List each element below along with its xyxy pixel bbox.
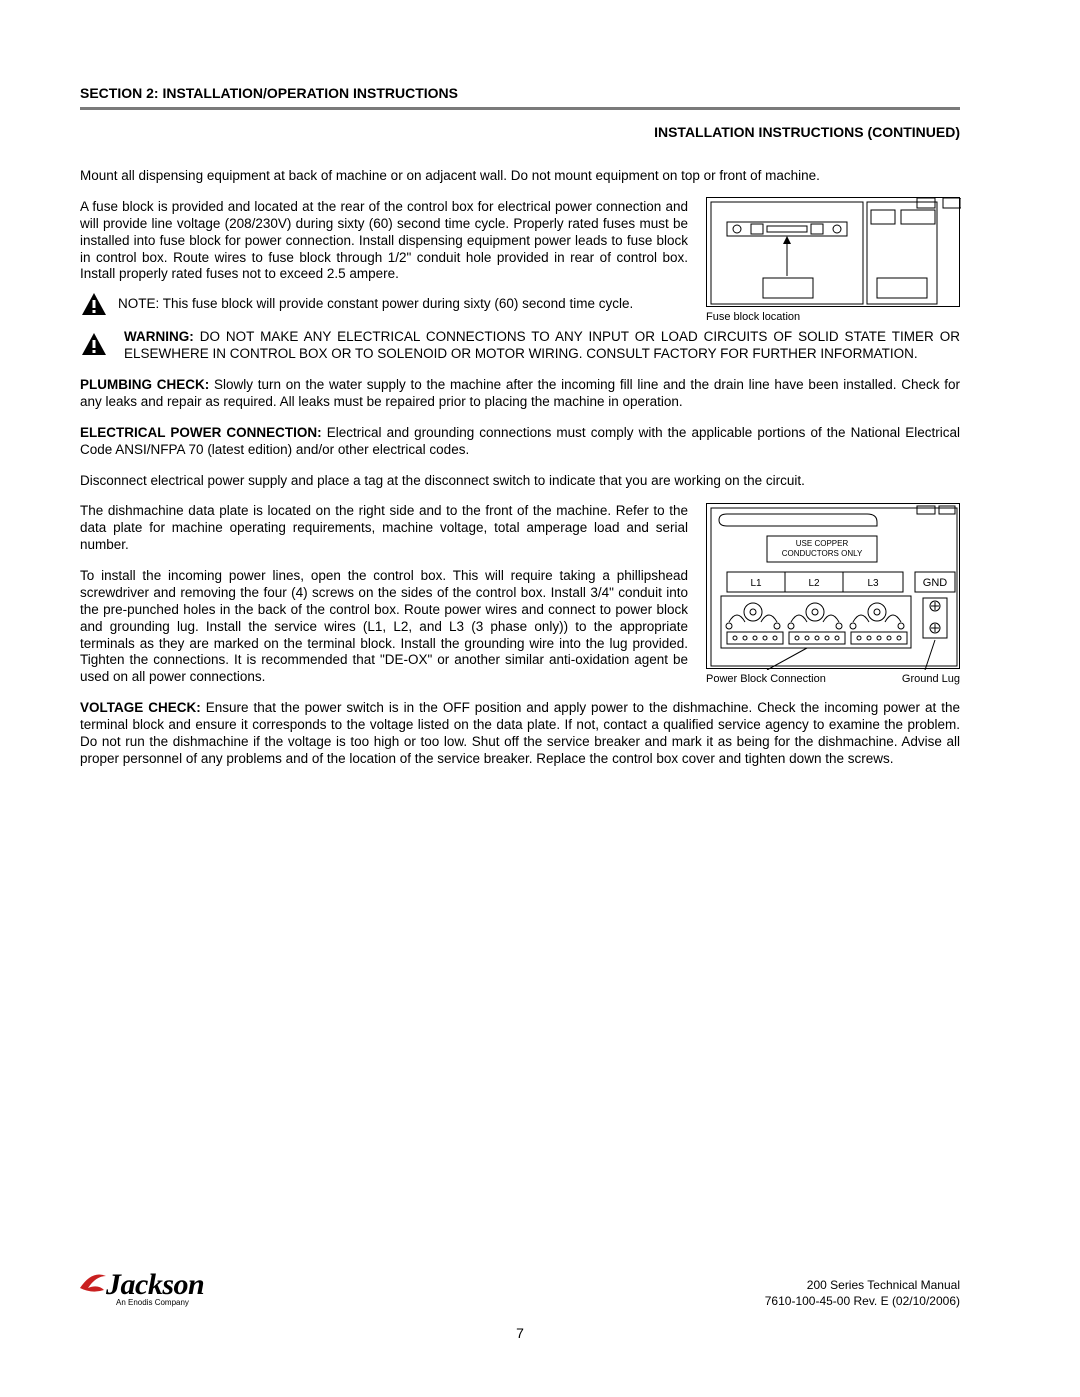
- fuse-block-diagram: [706, 197, 960, 307]
- svg-text:L3: L3: [867, 578, 879, 589]
- warning-block: WARNING: DO NOT MAKE ANY ELECTRICAL CONN…: [80, 329, 960, 363]
- figure-1-caption: Fuse block location: [706, 311, 960, 323]
- power-block-diagram: USE COPPER CONDUCTORS ONLY L1 L2 L3 GND: [706, 503, 960, 669]
- footer-manual-info: 200 Series Technical Manual 7610-100-45-…: [765, 1278, 960, 1309]
- plumbing-body: Slowly turn on the water supply to the m…: [80, 377, 960, 409]
- manual-line-2: 7610-100-45-00 Rev. E (02/10/2006): [765, 1294, 960, 1310]
- install-power-paragraph: To install the incoming power lines, ope…: [80, 568, 688, 686]
- warning-body: DO NOT MAKE ANY ELECTRICAL CONNECTIONS T…: [124, 329, 960, 361]
- mount-paragraph: Mount all dispensing equipment at back o…: [80, 168, 960, 185]
- fuse-block-section: A fuse block is provided and located at …: [80, 199, 960, 317]
- warning-text: WARNING: DO NOT MAKE ANY ELECTRICAL CONN…: [124, 329, 960, 363]
- fuse-block-paragraph: A fuse block is provided and located at …: [80, 199, 688, 283]
- figure-2: USE COPPER CONDUCTORS ONLY L1 L2 L3 GND: [706, 503, 960, 685]
- svg-text:USE COPPER: USE COPPER: [796, 539, 849, 548]
- voltage-lead: VOLTAGE CHECK:: [80, 700, 201, 715]
- svg-text:L1: L1: [750, 578, 762, 589]
- warning-icon: [80, 291, 108, 317]
- figure-1: Fuse block location: [706, 197, 960, 323]
- voltage-paragraph: VOLTAGE CHECK: Ensure that the power swi…: [80, 700, 960, 768]
- page-footer: Jackson An Enodis Company 200 Series Tec…: [80, 1268, 960, 1307]
- section-title: SECTION 2: INSTALLATION/OPERATION INSTRU…: [80, 85, 960, 101]
- warning-lead: WARNING:: [124, 329, 194, 344]
- svg-text:GND: GND: [923, 577, 948, 589]
- svg-text:CONDUCTORS ONLY: CONDUCTORS ONLY: [782, 549, 863, 558]
- subtitle: INSTALLATION INSTRUCTIONS (CONTINUED): [80, 124, 960, 140]
- manual-line-1: 200 Series Technical Manual: [765, 1278, 960, 1294]
- plumbing-paragraph: PLUMBING CHECK: Slowly turn on the water…: [80, 377, 960, 411]
- warning-icon: [80, 331, 108, 357]
- voltage-body: Ensure that the power switch is in the O…: [80, 700, 960, 766]
- dataplate-paragraph: The dishmachine data plate is located on…: [80, 503, 688, 554]
- page-number: 7: [80, 1325, 960, 1341]
- header-divider: [80, 107, 960, 110]
- electrical-paragraph: ELECTRICAL POWER CONNECTION: Electrical …: [80, 425, 960, 459]
- note-row: NOTE: This fuse block will provide const…: [80, 291, 688, 317]
- electrical-lead: ELECTRICAL POWER CONNECTION:: [80, 425, 322, 440]
- page-content: SECTION 2: INSTALLATION/OPERATION INSTRU…: [80, 85, 960, 782]
- disconnect-paragraph: Disconnect electrical power supply and p…: [80, 473, 960, 490]
- figure-2-captions: Power Block Connection Ground Lug: [706, 673, 960, 685]
- plumbing-lead: PLUMBING CHECK:: [80, 377, 209, 392]
- logo-swoosh-icon: [74, 1266, 110, 1298]
- note-text: NOTE: This fuse block will provide const…: [118, 296, 688, 313]
- power-connection-section: The dishmachine data plate is located on…: [80, 503, 960, 686]
- figure-2-caption-left: Power Block Connection: [706, 673, 826, 685]
- svg-text:L2: L2: [808, 578, 820, 589]
- figure-2-caption-right: Ground Lug: [902, 673, 960, 685]
